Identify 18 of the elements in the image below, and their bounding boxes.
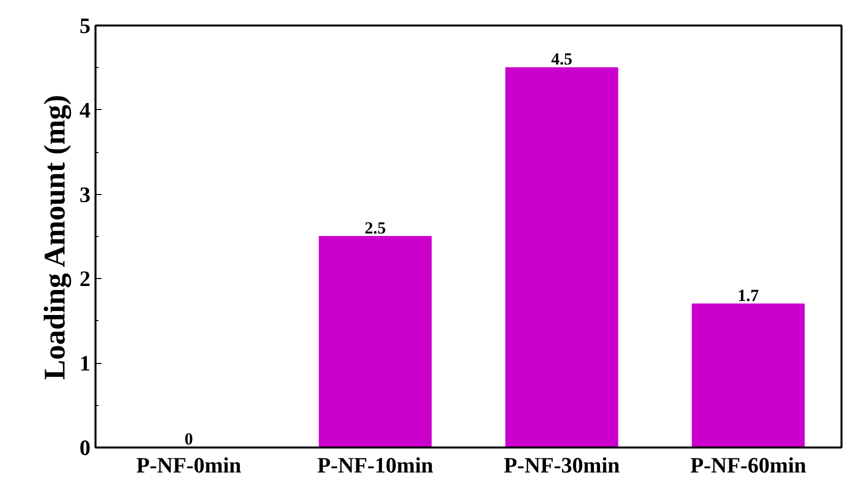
x-tick-label: P-NF-60min [690,452,806,478]
data-label: 1.7 [738,286,760,306]
y-axis-title: Loading Amount (mg) [38,94,72,380]
x-tick-label: P-NF-0min [136,452,242,478]
x-tick-label: P-NF-10min [317,452,434,478]
y-tick-label: 2 [80,266,90,292]
data-label: 2.5 [364,218,386,238]
y-tick-label: 3 [80,182,90,207]
data-label: 4.5 [551,50,572,69]
bar [692,304,805,448]
bar [505,67,618,448]
bar [318,236,432,448]
y-tick-label: 4 [80,97,90,122]
x-tick-label: P-NF-30min [504,452,620,478]
y-tick-label: 1 [80,350,90,376]
data-label: 0 [184,430,193,448]
y-tick-label: 5 [80,13,90,38]
y-tick-label: 0 [80,435,90,460]
